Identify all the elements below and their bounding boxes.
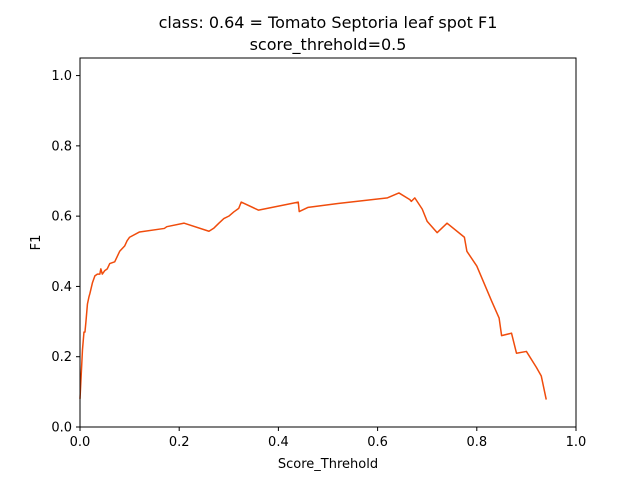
- x-tick-label: 0.4: [268, 435, 289, 450]
- plot-data-layer: [79, 192, 547, 400]
- x-tick-label: 0.8: [466, 435, 487, 450]
- chart-title: class: 0.64 = Tomato Septoria leaf spot …: [159, 13, 498, 55]
- y-tick-label: 0.8: [51, 139, 72, 154]
- x-tick-label: 0.6: [367, 435, 388, 450]
- y-tick-label: 0.0: [51, 421, 72, 436]
- y-tick-label: 0.6: [51, 210, 72, 225]
- y-tick-label: 1.0: [51, 69, 72, 84]
- series-line-0: [79, 192, 547, 400]
- plot-area-frame: [79, 57, 577, 428]
- x-tick-label: 0.2: [169, 435, 190, 450]
- chart-title-line-1: class: 0.64 = Tomato Septoria leaf spot …: [159, 13, 498, 32]
- x-axis-ticks: 0.0 0.2 0.4 0.6 0.8 1.0: [70, 427, 587, 450]
- y-axis-ticks: 0.0 0.2 0.4 0.6 0.8 1.0: [51, 69, 80, 436]
- chart-title-line-2: score_threhold=0.5: [250, 35, 407, 55]
- y-tick-label: 0.4: [51, 280, 72, 295]
- x-tick-label: 0.0: [70, 435, 91, 450]
- y-axis-label: F1: [29, 235, 44, 251]
- x-axis-label: Score_Threhold: [278, 457, 378, 472]
- x-tick-label: 1.0: [566, 435, 587, 450]
- y-tick-label: 0.2: [51, 350, 72, 365]
